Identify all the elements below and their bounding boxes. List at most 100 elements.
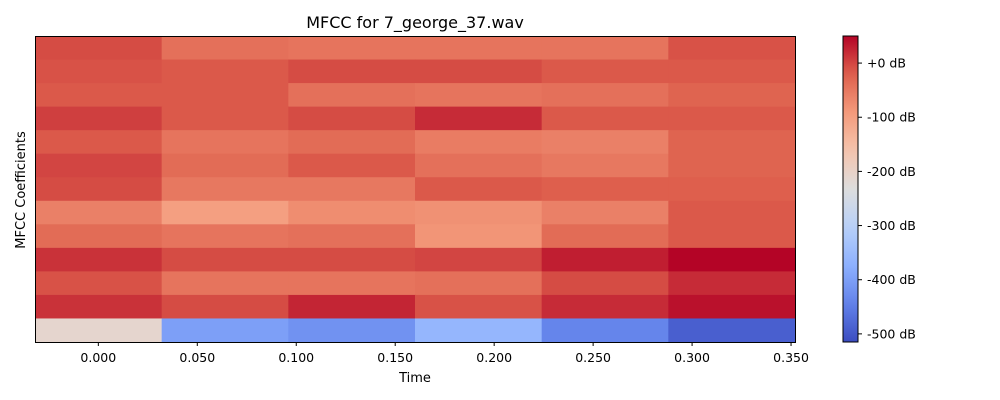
heatmap-cell xyxy=(668,36,796,61)
heatmap-cell xyxy=(541,130,669,155)
x-tick-label: 0.250 xyxy=(575,350,611,365)
heatmap-cell xyxy=(541,106,669,131)
colorbar-tick-label: -400 dB xyxy=(867,272,916,287)
heatmap-cell xyxy=(668,153,796,178)
x-tick-label: 0.350 xyxy=(773,350,809,365)
x-axis-label: Time xyxy=(398,371,431,386)
heatmap-cell xyxy=(35,247,163,272)
heatmap-cell xyxy=(35,224,163,249)
heatmap-cell xyxy=(288,106,416,131)
heatmap-cell xyxy=(161,247,289,272)
heatmap-cell xyxy=(35,59,163,84)
heatmap-cell xyxy=(415,59,543,84)
heatmap-cell xyxy=(288,247,416,272)
heatmap-cell xyxy=(541,177,669,202)
heatmap-cell xyxy=(541,224,669,249)
heatmap-cell xyxy=(415,83,543,108)
heatmap-cells xyxy=(35,36,796,343)
heatmap-cell xyxy=(415,130,543,155)
heatmap-cell xyxy=(161,36,289,61)
heatmap-cell xyxy=(288,83,416,108)
chart-title: MFCC for 7_george_37.wav xyxy=(306,13,524,33)
heatmap-cell xyxy=(35,153,163,178)
heatmap-cell xyxy=(415,177,543,202)
x-tick-label: 0.200 xyxy=(476,350,512,365)
heatmap-cell xyxy=(541,83,669,108)
heatmap-cell xyxy=(35,177,163,202)
heatmap-cell xyxy=(415,36,543,61)
x-tick-label: 0.050 xyxy=(179,350,215,365)
heatmap-cell xyxy=(541,294,669,320)
colorbar-tick-label: -100 dB xyxy=(867,110,916,125)
colorbar-tick-label: -200 dB xyxy=(867,164,916,179)
heatmap-cell xyxy=(35,130,163,155)
heatmap-cell xyxy=(668,271,796,296)
x-tick-label: 0.100 xyxy=(278,350,314,365)
heatmap-cell xyxy=(415,106,543,131)
heatmap-cell xyxy=(415,271,543,296)
plot-frame xyxy=(35,36,796,343)
heatmap-cell xyxy=(541,153,669,178)
heatmap-cell xyxy=(35,318,163,343)
heatmap-cell xyxy=(668,177,796,202)
heatmap-cell xyxy=(541,271,669,296)
heatmap-cell xyxy=(288,318,416,343)
heatmap-cell xyxy=(541,318,669,343)
heatmap-cell xyxy=(668,200,796,225)
colorbar-tick-label: -500 dB xyxy=(867,326,916,341)
heatmap-cell xyxy=(541,247,669,272)
heatmap-cell xyxy=(35,294,163,320)
heatmap-cell xyxy=(541,200,669,225)
colorbar-ticks: +0 dB -100 dB -200 dB -300 dB -400 dB -500 dB xyxy=(858,56,916,341)
heatmap-cell xyxy=(288,153,416,178)
heatmap-cell xyxy=(35,83,163,108)
x-tick-label: 0.300 xyxy=(674,350,710,365)
colorbar-tick-label: +0 dB xyxy=(867,56,906,71)
heatmap-cell xyxy=(668,318,796,343)
heatmap-cell xyxy=(415,318,543,343)
heatmap-cell xyxy=(35,271,163,296)
heatmap-cell xyxy=(161,153,289,178)
heatmap-cell xyxy=(35,36,163,61)
heatmap-cell xyxy=(288,177,416,202)
heatmap-cell xyxy=(161,200,289,225)
x-tick-label: 0.000 xyxy=(80,350,116,365)
heatmap-cell xyxy=(161,177,289,202)
heatmap-cell xyxy=(161,294,289,320)
heatmap-cell xyxy=(415,247,543,272)
heatmap-cell xyxy=(541,59,669,84)
heatmap-cell xyxy=(161,106,289,131)
heatmap-cell xyxy=(288,271,416,296)
heatmap-cell xyxy=(288,59,416,84)
heatmap-cell xyxy=(161,130,289,155)
heatmap-cell xyxy=(415,200,543,225)
y-axis-label: MFCC Coefficients xyxy=(14,131,29,249)
heatmap-cell xyxy=(161,271,289,296)
heatmap-cell xyxy=(161,224,289,249)
heatmap-cell xyxy=(415,153,543,178)
heatmap-cell xyxy=(668,83,796,108)
x-tick-label: 0.150 xyxy=(377,350,413,365)
heatmap-cell xyxy=(161,59,289,84)
heatmap-cell xyxy=(288,200,416,225)
heatmap-cell xyxy=(161,83,289,108)
colorbar xyxy=(842,35,859,343)
heatmap-cell xyxy=(668,224,796,249)
heatmap-cell xyxy=(35,200,163,225)
heatmap-cell xyxy=(288,36,416,61)
colorbar-tick-label: -300 dB xyxy=(867,218,916,233)
heatmap-cell xyxy=(668,59,796,84)
heatmap-cell xyxy=(35,106,163,131)
heatmap-cell xyxy=(415,224,543,249)
heatmap-cell xyxy=(668,247,796,272)
heatmap-cell xyxy=(668,130,796,155)
heatmap-cell xyxy=(288,130,416,155)
heatmap-cell xyxy=(288,224,416,249)
heatmap-cell xyxy=(415,294,543,320)
heatmap-cell xyxy=(288,294,416,320)
heatmap-cell xyxy=(668,106,796,131)
heatmap-cell xyxy=(541,36,669,61)
heatmap-cell xyxy=(161,318,289,343)
x-axis-ticks: 0.000 0.050 0.100 0.150 0.200 0.250 0.300 0.350 xyxy=(80,342,809,365)
